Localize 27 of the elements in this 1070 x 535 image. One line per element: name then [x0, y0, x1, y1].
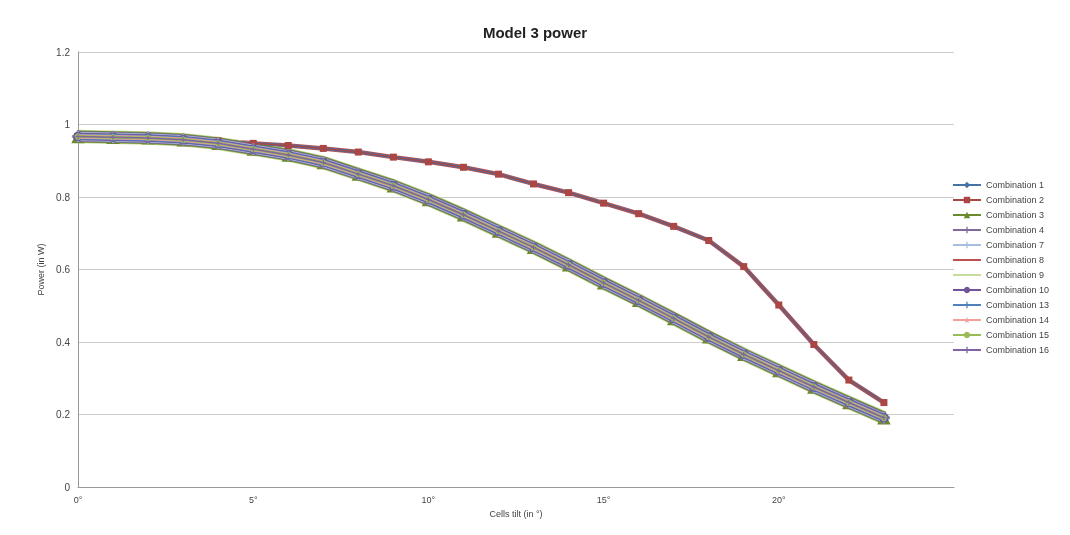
x-tick-label: 20°	[771, 494, 786, 505]
legend-label: Combination 9	[985, 270, 1045, 280]
legend-label: Combination 1	[985, 180, 1045, 190]
legend-label: Combination 8	[985, 255, 1045, 265]
y-axis-title: Power (in W)	[35, 243, 46, 296]
legend-label: Combination 2	[985, 195, 1045, 205]
y-tick-label: 0.4	[56, 336, 71, 348]
legend-label: Combination 14	[985, 315, 1050, 325]
legend-label: Combination 3	[985, 210, 1045, 220]
x-tick-label: 10°	[421, 494, 436, 505]
y-tick-label: 0.8	[56, 191, 71, 203]
legend-label: Combination 4	[985, 225, 1045, 235]
legend-label: Combination 16	[985, 345, 1050, 355]
x-tick-label: 5°	[248, 494, 258, 505]
legend-label: Combination 7	[985, 240, 1045, 250]
y-tick-label: 0.6	[56, 264, 71, 275]
legend-label: Combination 15	[985, 330, 1050, 340]
x-axis-title: Cells tilt (in °)	[489, 508, 543, 519]
y-tick-label: 0.2	[56, 409, 71, 420]
legend-label: Combination 10	[985, 285, 1050, 295]
x-tick-label: 15°	[596, 494, 611, 505]
legend-label: Combination 13	[985, 300, 1050, 310]
x-tick-label: 0°	[73, 494, 83, 505]
y-tick-label: 0	[64, 481, 71, 493]
y-tick-label: 1	[64, 119, 71, 130]
y-tick-label: 1.2	[56, 46, 71, 58]
chart-title: Model 3 power	[482, 24, 588, 41]
